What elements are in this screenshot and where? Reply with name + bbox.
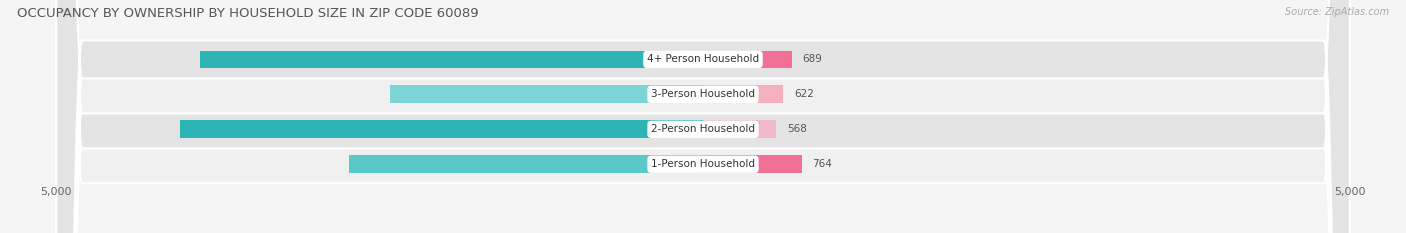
- Text: 568: 568: [787, 124, 807, 134]
- Text: 622: 622: [794, 89, 814, 99]
- Text: 2-Person Household: 2-Person Household: [651, 124, 755, 134]
- Legend: Owner-occupied, Renter-occupied: Owner-occupied, Renter-occupied: [598, 231, 808, 233]
- Text: 1-Person Household: 1-Person Household: [651, 159, 755, 169]
- Bar: [703, 155, 801, 173]
- Bar: [703, 120, 776, 138]
- FancyBboxPatch shape: [56, 0, 1350, 233]
- FancyBboxPatch shape: [56, 0, 1350, 233]
- Text: 3-Person Household: 3-Person Household: [651, 89, 755, 99]
- Bar: [180, 120, 703, 138]
- Bar: [703, 86, 783, 103]
- FancyBboxPatch shape: [56, 0, 1350, 233]
- Bar: [703, 51, 792, 68]
- Text: OCCUPANCY BY OWNERSHIP BY HOUSEHOLD SIZE IN ZIP CODE 60089: OCCUPANCY BY OWNERSHIP BY HOUSEHOLD SIZE…: [17, 7, 478, 20]
- Text: 2,738: 2,738: [662, 159, 693, 169]
- Bar: [200, 51, 703, 68]
- Text: 3,890: 3,890: [659, 55, 693, 64]
- Text: 2,419: 2,419: [662, 89, 693, 99]
- Bar: [349, 155, 703, 173]
- FancyBboxPatch shape: [56, 0, 1350, 233]
- Text: 4+ Person Household: 4+ Person Household: [647, 55, 759, 64]
- Text: Source: ZipAtlas.com: Source: ZipAtlas.com: [1285, 7, 1389, 17]
- Bar: [389, 86, 703, 103]
- Text: 764: 764: [813, 159, 832, 169]
- Text: 689: 689: [803, 55, 823, 64]
- Text: 4,041: 4,041: [659, 124, 693, 134]
